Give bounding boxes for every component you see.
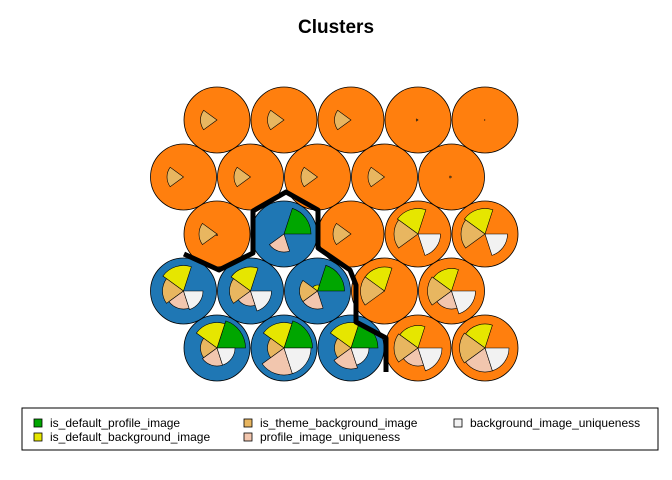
fan-is_default_profile_image — [283, 207, 312, 235]
legend-label: profile_image_uniqueness — [260, 430, 400, 444]
fan-is_theme_background_image — [267, 109, 285, 131]
fan-is_default_profile_image — [216, 320, 246, 349]
fan-profile_image_uniqueness — [302, 290, 324, 310]
unit-r1-c3 — [351, 257, 418, 325]
fan-is_theme_background_image — [166, 166, 185, 188]
unit-r1-c4 — [418, 257, 485, 325]
boundary-line — [182, 189, 389, 372]
legend-box — [21, 407, 659, 451]
fan-profile_image_uniqueness — [269, 233, 290, 253]
unit-r4-c0 — [183, 86, 251, 154]
fan-background_image_uniqueness — [484, 347, 510, 372]
fan-background_image_uniqueness — [216, 347, 236, 366]
unit-r0-c3 — [384, 314, 452, 382]
fan-background_image_uniqueness — [250, 290, 272, 312]
legend-label: is_theme_background_image — [260, 416, 418, 430]
chart-title: Clusters — [298, 17, 374, 38]
fan-is_theme_background_image — [332, 223, 352, 245]
legend-swatch — [33, 432, 43, 442]
unit-r4-c2 — [317, 86, 385, 154]
fan-is_theme_background_image — [198, 223, 218, 245]
cluster-boundary — [182, 189, 389, 372]
fan-is_theme_background_image — [360, 276, 386, 306]
fan-is_default_background_image — [230, 266, 259, 292]
unit-r0-c1 — [250, 314, 318, 382]
fan-profile_image_uniqueness — [333, 347, 358, 370]
fan-is_default_profile_image — [317, 264, 345, 292]
unit-r1-c0 — [150, 257, 217, 325]
unit-grid — [150, 86, 519, 382]
unit-r2-c3 — [384, 200, 452, 268]
unit-r1-c2 — [284, 257, 351, 325]
fan-is_theme_background_image — [449, 175, 453, 179]
legend-item: profile_image_uniqueness — [243, 430, 400, 444]
fan-is_theme_background_image — [200, 109, 218, 131]
fan-is_default_background_image — [162, 265, 192, 292]
fan-profile_image_uniqueness — [215, 233, 218, 236]
fan-is_theme_background_image — [427, 276, 453, 306]
fan-is_default_background_image — [195, 322, 226, 349]
fan-is_default_background_image — [396, 208, 427, 235]
fan-is_theme_background_image — [229, 278, 252, 304]
legend-swatch — [453, 418, 463, 428]
unit-r2-c1 — [250, 200, 318, 268]
fan-background_image_uniqueness — [451, 290, 476, 315]
legend-swatch — [243, 418, 253, 428]
fan-background_image_uniqueness — [350, 347, 370, 366]
fan-is_theme_background_image — [459, 332, 486, 364]
legend-item: is_default_profile_image — [33, 416, 180, 430]
fan-is_theme_background_image — [415, 118, 419, 122]
fan-is_theme_background_image — [393, 219, 419, 249]
fan-background_image_uniqueness — [417, 233, 441, 256]
fan-is_default_background_image — [262, 322, 293, 349]
fan-background_image_uniqueness — [417, 347, 443, 372]
unit-r3-c1 — [217, 143, 284, 211]
legend: is_default_profile_imageis_default_backg… — [21, 407, 659, 451]
legend-swatch — [33, 418, 43, 428]
legend-swatch — [243, 432, 253, 442]
unit-r4-c4 — [451, 86, 519, 154]
unit-r1-c1 — [217, 257, 284, 325]
unit-r4-c3 — [384, 86, 452, 154]
unit-r3-c0 — [150, 143, 217, 211]
unit-r4-c1 — [250, 86, 318, 154]
fan-is_theme_background_image — [484, 119, 486, 121]
fan-is_default_profile_image — [283, 320, 313, 349]
legend-label: is_default_background_image — [50, 430, 210, 444]
legend-item: is_theme_background_image — [243, 416, 418, 430]
fan-is_default_background_image — [463, 208, 494, 235]
legend-item: is_default_background_image — [33, 430, 210, 444]
legend-label: is_default_profile_image — [50, 416, 180, 430]
unit-r3-c2 — [284, 143, 351, 211]
fan-is_theme_background_image — [460, 219, 486, 249]
unit-r2-c4 — [451, 200, 519, 268]
fan-is_theme_background_image — [367, 166, 386, 188]
unit-r0-c2 — [317, 314, 385, 382]
fan-is_theme_background_image — [300, 166, 319, 188]
unit-r3-c4 — [418, 143, 485, 211]
unit-r0-c4 — [451, 314, 519, 382]
fan-is_theme_background_image — [162, 278, 185, 304]
fan-background_image_uniqueness — [484, 233, 508, 256]
unit-r2-c0 — [183, 200, 251, 268]
unit-r2-c2 — [317, 200, 385, 268]
fan-is_theme_background_image — [233, 166, 252, 188]
fan-is_theme_background_image — [393, 333, 419, 363]
fan-is_theme_background_image — [334, 109, 352, 131]
unit-r3-c3 — [351, 143, 418, 211]
fan-background_image_uniqueness — [283, 347, 312, 375]
legend-item: background_image_uniqueness — [453, 416, 640, 430]
unit-r0-c0 — [183, 314, 251, 382]
fan-background_image_uniqueness — [183, 290, 204, 310]
legend-label: background_image_uniqueness — [470, 416, 640, 430]
